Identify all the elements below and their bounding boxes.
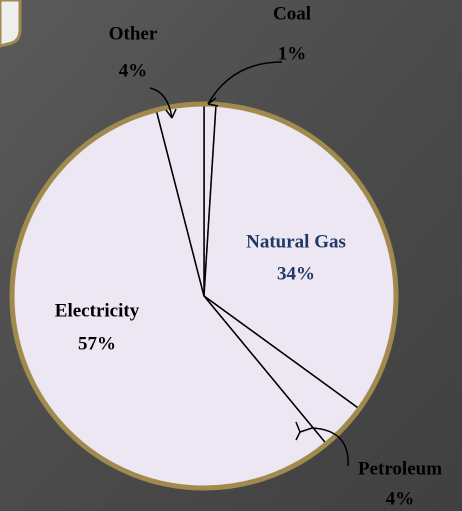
pie <box>9 101 399 491</box>
arrowhead <box>165 108 177 119</box>
leader-line <box>299 427 349 467</box>
value-label: 1% <box>278 43 307 64</box>
pie-border <box>9 101 399 491</box>
slice-label: Electricity <box>55 300 140 321</box>
value-label: 57% <box>78 333 116 354</box>
slice-label: Other <box>109 23 158 44</box>
value-label: 34% <box>277 263 315 284</box>
slice-label: Petroleum <box>358 458 442 479</box>
leader-line <box>149 87 173 119</box>
value-label: 4% <box>119 60 148 81</box>
cropped-box <box>0 0 22 48</box>
arrowhead <box>295 421 301 441</box>
leader-lines <box>149 61 349 467</box>
leader-line <box>207 61 283 105</box>
arrowhead <box>207 97 219 107</box>
slice-label: Natural Gas <box>246 231 346 252</box>
slice-label: Coal <box>273 3 311 24</box>
value-label: 4% <box>386 488 415 509</box>
